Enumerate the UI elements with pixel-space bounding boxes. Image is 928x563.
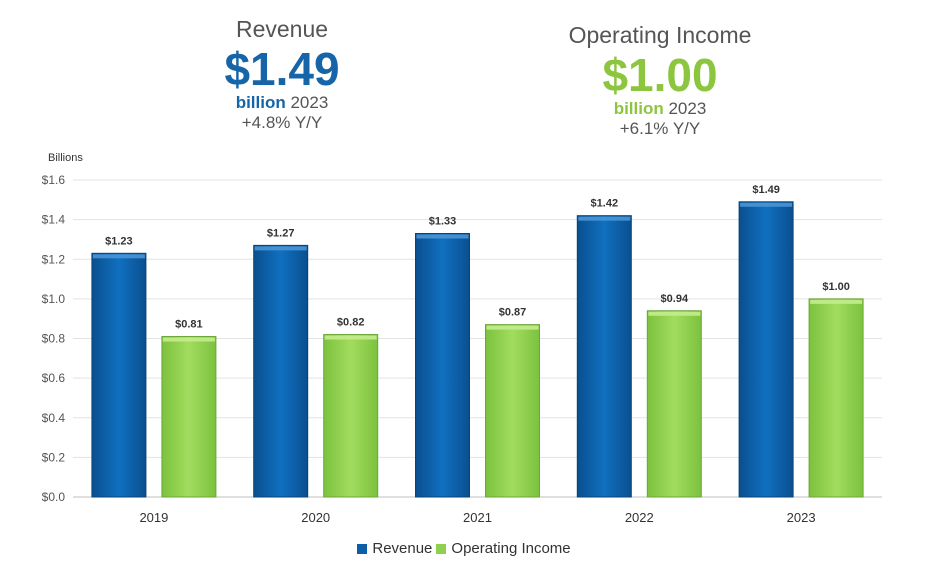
y-tick-label: $1.4 bbox=[42, 213, 66, 227]
bar-highlight bbox=[324, 335, 377, 340]
bar-operating-income-2021 bbox=[485, 324, 540, 498]
y-tick-label: $0.8 bbox=[42, 332, 66, 346]
y-axis-unit-label: Billions bbox=[48, 152, 83, 164]
bar-highlight bbox=[648, 311, 701, 316]
bar-highlight bbox=[486, 325, 539, 330]
revenue-kpi-year: 2023 bbox=[290, 93, 329, 112]
revenue-kpi-value: $1.49 bbox=[224, 43, 340, 95]
data-label-operating-income-2021: $0.87 bbox=[499, 307, 527, 319]
operating-income-kpi-title: Operating Income bbox=[568, 22, 752, 48]
revenue-kpi-subline: billion 2023 bbox=[162, 93, 402, 113]
x-tick-label: 2020 bbox=[301, 510, 330, 525]
y-tick-label: $0.0 bbox=[42, 490, 66, 504]
legend-swatch bbox=[436, 543, 447, 554]
data-label-operating-income-2019: $0.81 bbox=[175, 319, 203, 331]
y-tick-label: $0.6 bbox=[42, 371, 66, 385]
y-tick-label: $0.4 bbox=[42, 411, 66, 425]
revenue-kpi: Revenue $1.49 billion 2023 +4.8% Y/Y bbox=[162, 16, 402, 133]
bar-highlight bbox=[254, 246, 307, 251]
legend-item: Revenue bbox=[357, 540, 432, 557]
operating-income-kpi-year: 2023 bbox=[668, 99, 707, 118]
bar-operating-income-2022 bbox=[646, 310, 702, 498]
operating-income-kpi-subline: billion 2023 bbox=[540, 99, 780, 119]
data-label-operating-income-2020: $0.82 bbox=[337, 317, 365, 329]
bar-revenue-2023 bbox=[738, 201, 794, 498]
x-tick-label: 2021 bbox=[463, 510, 492, 525]
legend-label: Revenue bbox=[372, 540, 433, 557]
legend-item: Operating Income bbox=[436, 540, 571, 557]
y-tick-label: $0.2 bbox=[42, 450, 66, 464]
y-tick-label: $1.6 bbox=[42, 173, 66, 187]
data-label-revenue-2021: $1.33 bbox=[429, 215, 457, 227]
bar-highlight bbox=[810, 299, 863, 304]
bar-highlight bbox=[578, 216, 631, 221]
bar-revenue-2020 bbox=[253, 244, 309, 498]
bar-highlight bbox=[162, 337, 215, 342]
bar-revenue-2022 bbox=[576, 215, 632, 498]
bar-operating-income-2020 bbox=[323, 334, 379, 498]
operating-income-kpi-value: $1.00 bbox=[602, 49, 718, 101]
operating-income-kpi: Operating Income $1.00 billion 2023 +6.1… bbox=[540, 22, 780, 139]
revenue-kpi-change: +4.8% Y/Y bbox=[241, 113, 323, 132]
legend-label: Operating Income bbox=[451, 540, 571, 557]
y-tick-label: $1.2 bbox=[42, 252, 66, 266]
bar-highlight bbox=[92, 254, 145, 259]
revenue-kpi-unit: billion bbox=[235, 93, 286, 112]
bar-operating-income-2019 bbox=[161, 336, 217, 498]
legend: Revenue Operating Income bbox=[0, 540, 928, 558]
revenue-kpi-title: Revenue bbox=[235, 16, 329, 42]
bar-operating-income-2023 bbox=[808, 298, 864, 498]
bar-revenue-2019 bbox=[91, 252, 147, 498]
operating-income-kpi-unit: billion bbox=[613, 99, 664, 118]
x-tick-label: 2022 bbox=[625, 510, 654, 525]
data-label-operating-income-2023: $1.00 bbox=[822, 281, 850, 293]
y-tick-label: $1.0 bbox=[42, 292, 66, 306]
x-tick-label: 2019 bbox=[139, 510, 168, 525]
bar-highlight bbox=[740, 202, 793, 207]
operating-income-kpi-change: +6.1% Y/Y bbox=[619, 119, 701, 138]
bar-revenue-2021 bbox=[415, 232, 470, 498]
x-tick-label: 2023 bbox=[787, 510, 816, 525]
data-label-revenue-2022: $1.42 bbox=[591, 198, 619, 210]
bar-highlight bbox=[416, 234, 469, 239]
data-label-operating-income-2022: $0.94 bbox=[661, 293, 689, 305]
data-label-revenue-2020: $1.27 bbox=[267, 227, 295, 239]
data-label-revenue-2023: $1.49 bbox=[752, 184, 780, 196]
legend-swatch bbox=[357, 543, 368, 554]
data-label-revenue-2019: $1.23 bbox=[105, 235, 133, 247]
